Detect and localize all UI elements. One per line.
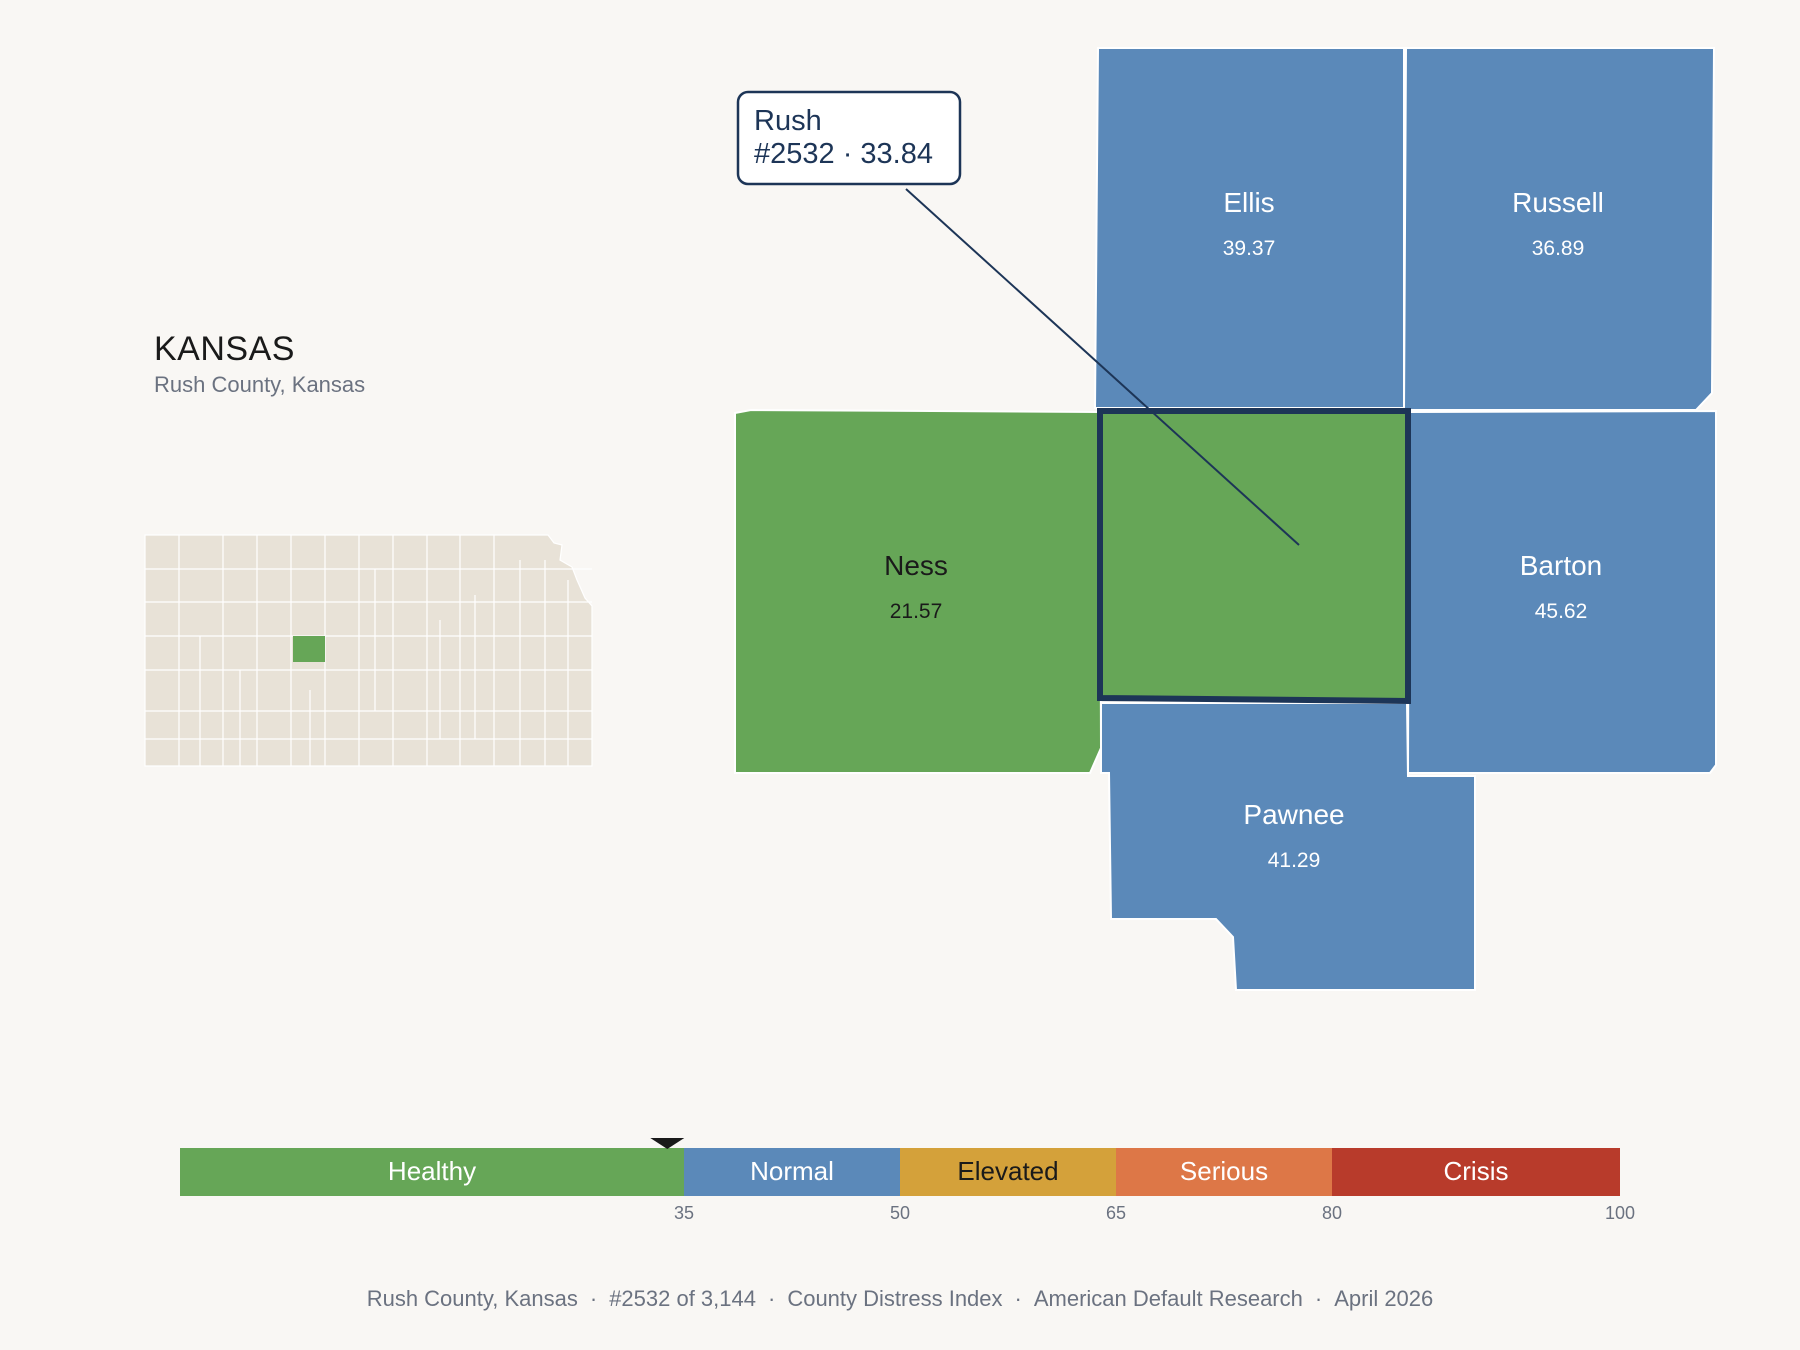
callout-rank-score: #2532 · 33.84 xyxy=(754,138,933,170)
county-russell[interactable] xyxy=(1402,47,1716,411)
legend-band-label-healthy: Healthy xyxy=(388,1156,476,1186)
legend-tick-label: 65 xyxy=(1106,1203,1126,1223)
county-grid xyxy=(145,535,592,766)
county-ellis[interactable] xyxy=(1093,47,1405,409)
county-barton[interactable] xyxy=(1406,409,1717,774)
footer-caption: Rush County, Kansas · #2532 of 3,144 · Count… xyxy=(366,1286,1434,1311)
county-value-pawnee: 41.29 xyxy=(1268,849,1321,872)
county-label-barton: Barton xyxy=(1520,550,1603,581)
county-subtitle: Rush County, Kansas xyxy=(154,372,366,397)
county-labels: Ellis 39.37 Russell 36.89 Ness 21.57 Bar… xyxy=(884,187,1604,872)
county-value-ellis: 39.37 xyxy=(1223,237,1276,260)
county-ness[interactable] xyxy=(734,408,1103,774)
distress-scale-legend: Healthy Normal Elevated Serious Crisis 35 50 65… xyxy=(180,1138,1635,1223)
county-label-russell: Russell xyxy=(1512,187,1604,218)
legend-tick-label: 100 xyxy=(1605,1203,1635,1223)
footer-publisher: American Default Research xyxy=(1033,1286,1303,1311)
county-rush[interactable] xyxy=(1097,408,1411,705)
state-locator-map xyxy=(144,534,593,767)
legend-band-serious xyxy=(1116,1148,1332,1196)
county-value-russell: 36.89 xyxy=(1532,237,1585,260)
selected-county-callout: Rush #2532 · 33.84 xyxy=(736,90,1300,546)
legend-band-label-elevated: Elevated xyxy=(957,1156,1058,1186)
legend-band-healthy xyxy=(180,1148,684,1196)
county-value-ness: 21.57 xyxy=(890,600,943,623)
footer-county: Rush County, Kansas xyxy=(366,1286,578,1311)
legend-tick-label: 80 xyxy=(1322,1203,1342,1223)
county-label-ellis: Ellis xyxy=(1223,187,1274,218)
footer-date: April 2026 xyxy=(1334,1286,1434,1311)
county-label-ness: Ness xyxy=(884,550,948,581)
legend-position-marker xyxy=(650,1138,685,1149)
legend-band-crisis xyxy=(1332,1148,1620,1196)
legend-band-normal xyxy=(684,1148,900,1196)
callout-leader-line xyxy=(905,188,1300,546)
county-label-pawnee: Pawnee xyxy=(1243,799,1344,830)
county-shapes xyxy=(734,47,1717,991)
county-pawnee[interactable] xyxy=(1100,702,1476,991)
callout-county-name: Rush xyxy=(754,105,822,137)
state-outline xyxy=(144,534,593,767)
legend-band-label-serious: Serious xyxy=(1180,1156,1268,1186)
footer-index-name: County Distress Index xyxy=(787,1286,1003,1311)
legend-band-label-crisis: Crisis xyxy=(1444,1156,1509,1186)
callout-box xyxy=(736,90,962,186)
state-title: KANSAS xyxy=(154,330,295,368)
legend-band-elevated xyxy=(900,1148,1116,1196)
legend-tick-label: 50 xyxy=(890,1203,910,1223)
footer-rank: #2532 of 3,144 xyxy=(609,1286,756,1311)
legend-band-label-normal: Normal xyxy=(750,1156,834,1186)
legend-tick-label: 35 xyxy=(674,1203,694,1223)
locator-highlight-rush xyxy=(293,636,325,662)
county-value-barton: 45.62 xyxy=(1535,600,1588,623)
